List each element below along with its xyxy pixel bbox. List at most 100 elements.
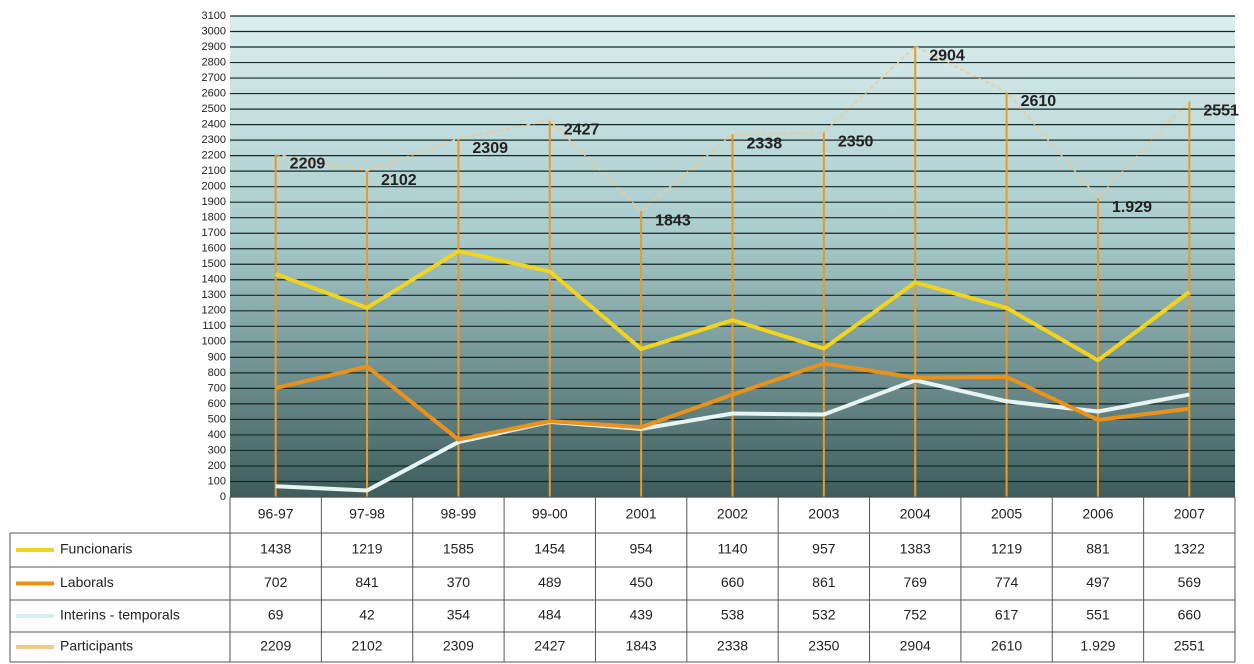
y-tick-label: 3000 [202,25,226,37]
y-tick-label: 1700 [202,227,226,239]
y-tick-label: 2500 [202,103,226,115]
data-label: 1.929 [1112,199,1152,216]
y-tick-label: 700 [208,382,226,394]
y-tick-label: 2200 [202,150,226,162]
table-cell: 752 [904,607,928,623]
table-cell: 1454 [534,541,565,557]
x-tick-label: 97-98 [349,506,385,522]
table-cell: 1843 [626,638,657,654]
data-label: 1843 [655,212,691,229]
table-cell: 660 [721,574,745,590]
table-cell: 774 [995,574,1019,590]
y-tick-label: 300 [208,444,226,456]
table-cell: 497 [1086,574,1110,590]
table-cell: 957 [812,541,836,557]
series-line [275,45,1190,212]
y-tick-label: 1800 [202,212,226,224]
table-cell: 1219 [351,541,382,557]
x-tick-label: 2006 [1082,506,1113,522]
data-label: 2350 [838,134,874,151]
y-tick-label: 1400 [202,274,226,286]
y-tick-label: 1600 [202,243,226,255]
y-tick-label: 2400 [202,119,226,131]
data-label: 2610 [1021,93,1057,110]
table-cell: 69 [268,607,284,623]
table-cell: 702 [264,574,288,590]
y-tick-label: 2000 [202,181,226,193]
y-tick-label: 2800 [202,56,226,68]
table-cell: 2350 [808,638,839,654]
y-tick-label: 1100 [202,320,226,332]
series-line [275,361,1190,442]
data-label: 2102 [381,172,417,189]
table-cell: 1322 [1174,541,1205,557]
x-tick-label: 2004 [900,506,931,522]
table-cell: 551 [1086,607,1110,623]
table-cell: 2610 [991,638,1022,654]
y-tick-label: 1900 [202,196,226,208]
table-cell: 42 [359,607,375,623]
table-cell: 881 [1086,541,1110,557]
x-tick-label: 98-99 [441,506,477,522]
y-tick-label: 1300 [202,289,226,301]
x-tick-label: 2007 [1174,506,1205,522]
legend-label: Laborals [60,574,114,590]
data-label: 2427 [564,122,600,139]
table-cell: 1140 [717,541,747,557]
table-cell: 439 [629,607,653,623]
table-cell: 1438 [260,541,291,557]
legend-label: Funcionaris [60,541,132,557]
table-cell: 2209 [260,638,291,654]
y-tick-label: 100 [208,475,226,487]
data-label: 2209 [290,155,326,172]
table-cell: 2102 [351,638,382,654]
y-tick-label: 0 [220,491,226,503]
y-tick-label: 600 [208,398,226,410]
table-cell: 370 [447,574,471,590]
y-tick-label: 1500 [202,258,226,270]
data-label: 2309 [472,140,508,157]
series-line [274,249,1191,363]
table-cell: 2338 [717,638,748,654]
y-tick-label: 1200 [202,305,226,317]
x-tick-label: 2002 [717,506,748,522]
table-cell: 954 [629,541,653,557]
y-tick-label: 2700 [202,72,226,84]
table-cell: 2551 [1174,638,1205,654]
x-tick-label: 96-97 [258,506,294,522]
y-tick-label: 800 [208,367,226,379]
series-line [275,378,1190,493]
x-tick-label: 2001 [626,506,657,522]
table-cell: 861 [812,574,836,590]
y-tick-label: 1000 [202,336,226,348]
table-cell: 660 [1178,607,1202,623]
legend-label: Interins - temporals [60,607,180,623]
y-tick-label: 2300 [202,134,226,146]
y-tick-label: 2900 [202,41,226,53]
table-cell: 538 [721,607,745,623]
table-cell: 769 [904,574,928,590]
table-cell: 1585 [443,541,474,557]
table-cell: 1383 [900,541,931,557]
table-cell: 484 [538,607,562,623]
x-tick-label: 2003 [808,506,839,522]
table-cell: 354 [447,607,471,623]
table-cell: 1219 [991,541,1022,557]
y-tick-label: 200 [208,460,226,472]
y-tick-label: 500 [208,413,226,425]
table-cell: 450 [629,574,653,590]
x-tick-label: 99-00 [532,506,568,522]
table-cell: 617 [995,607,1019,623]
table-cell: 2904 [900,638,931,654]
table-cell: 1.929 [1080,638,1115,654]
table-cell: 841 [355,574,379,590]
x-tick-label: 2005 [991,506,1022,522]
table-cell: 2427 [534,638,565,654]
table-cell: 2309 [443,638,474,654]
y-tick-label: 400 [208,429,226,441]
table-cell: 569 [1178,574,1202,590]
data-label: 2904 [929,48,965,65]
y-tick-label: 900 [208,351,226,363]
y-tick-label: 3100 [202,10,226,22]
